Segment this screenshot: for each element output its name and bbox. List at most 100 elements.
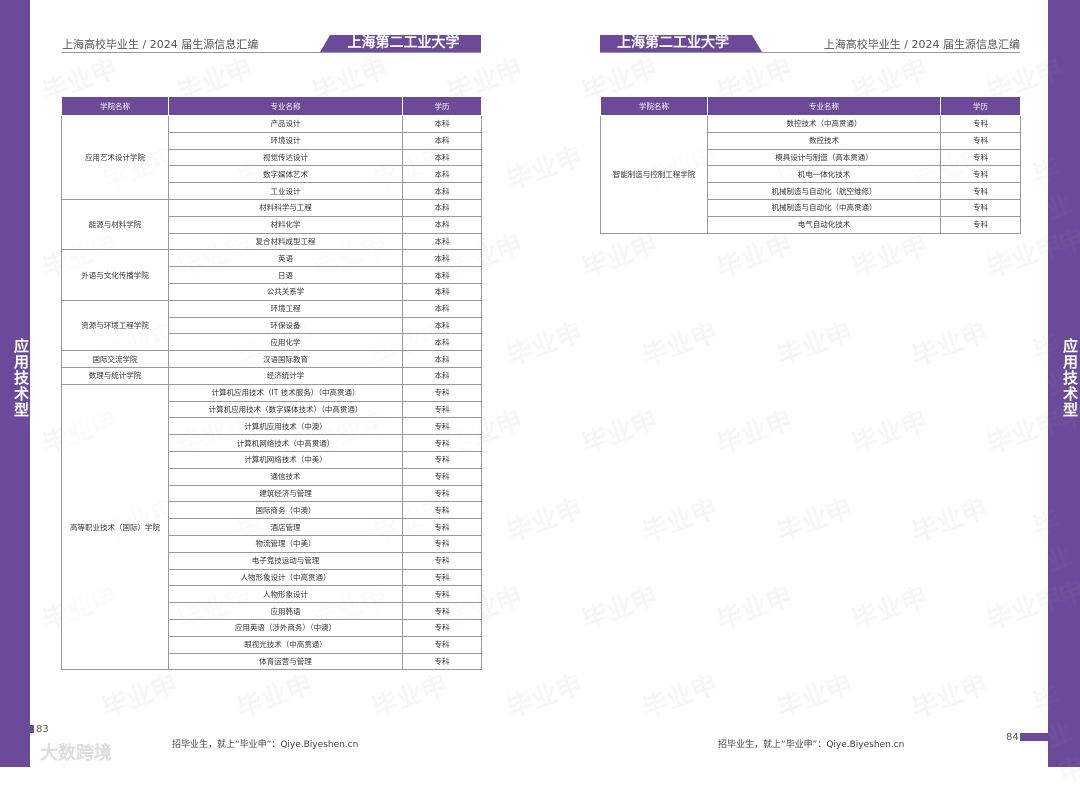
table-row: 眼视光技术（中高贯通） 专科	[62, 635, 482, 654]
left-majors-table: 学院名称 专业名称 学历 应用艺术设计学院 产品设计 本科 环境设计 本科 视觉传达设计本…	[61, 96, 482, 671]
degree: 专科	[402, 450, 482, 469]
header-major: 专业名称	[707, 96, 941, 116]
degree: 专科	[940, 198, 1021, 217]
major-name: 环境工程	[168, 299, 403, 318]
table-row: 资源与环境工程学院 环境工程 本科	[61, 299, 482, 352]
major-name: 计算机网络技术（中美）	[168, 450, 403, 469]
major-name: 计算机应用技术（IT 技术服务）（中高贯通）	[168, 383, 403, 402]
college-name: 外语与文化传播学院	[61, 249, 169, 301]
table-row: 能源与材料学院 材料科学与工程 本科	[61, 198, 482, 251]
degree: 专科	[940, 215, 1021, 234]
divider	[600, 52, 1020, 53]
table-row: 环境设计 本科	[62, 131, 482, 150]
header-college: 学院名称	[61, 96, 169, 116]
right-sidebar: 应用技术型	[1048, 0, 1080, 767]
major-name: 通信技术	[168, 467, 403, 486]
degree: 专科	[402, 652, 482, 671]
major-name: 环保设备	[168, 316, 403, 335]
major-name: 汉语国际教育	[168, 350, 403, 368]
degree: 本科	[402, 316, 482, 335]
table-row: 应用化学 本科	[62, 333, 482, 352]
left-sidebar: 应用技术型	[0, 0, 30, 767]
major-name: 应用韩语	[168, 602, 403, 620]
table-row: 工业设计 本科	[62, 182, 482, 200]
corner-logo: 大数跨境	[40, 743, 112, 764]
watermark: 毕业申	[848, 405, 932, 461]
major-name: 机电一体化技术	[707, 165, 941, 184]
major-name: 眼视光技术（中高贯通）	[168, 635, 403, 654]
degree: 本科	[402, 282, 482, 301]
college-name: 数理与统计学院	[61, 366, 169, 385]
major-name: 计算机应用技术（数字媒体技术）（中高贯通）	[168, 400, 403, 419]
degree: 专科	[402, 501, 482, 520]
major-name: 机械制造与自动化（中高贯通）	[707, 198, 941, 217]
degree: 本科	[402, 148, 482, 167]
degree: 本科	[402, 115, 482, 133]
major-name: 日语	[168, 266, 403, 284]
college-name: 智能制造与控制工程学院	[600, 115, 708, 234]
major-name: 数字媒体艺术	[168, 165, 403, 184]
table-row: 复合材料成型工程 本科	[62, 232, 482, 251]
degree: 本科	[402, 131, 482, 150]
major-name: 数控技术	[707, 131, 941, 150]
table-row: 材料化学 本科	[62, 215, 482, 234]
major-name: 物流管理（中美）	[168, 534, 403, 553]
degree: 本科	[402, 350, 482, 368]
major-name: 公共关系学	[168, 282, 403, 301]
degree: 专科	[402, 434, 482, 452]
major-name: 应用化学	[168, 333, 403, 352]
college-name: 高等职业技术（国际）学院	[61, 383, 169, 671]
major-name: 材料科学与工程	[168, 198, 403, 217]
header-college: 学院名称	[600, 96, 708, 116]
degree: 本科	[402, 249, 482, 268]
major-name: 酒店管理	[168, 518, 403, 536]
degree: 专科	[940, 182, 1021, 200]
degree: 专科	[402, 551, 482, 570]
major-name: 数控技术（中高贯通）	[707, 115, 941, 133]
major-name: 人物形象设计（中高贯通）	[168, 568, 403, 587]
major-name: 工业设计	[168, 182, 403, 200]
table-row: 计算机应用技术（中澳） 专科	[62, 417, 482, 436]
table-row: 计算机应用技术（数字媒体技术）（中高贯通） 专科	[62, 400, 482, 419]
major-name: 国际商务（中澳）	[168, 501, 403, 520]
watermark: 毕业申	[503, 141, 587, 197]
major-name: 模具设计与制造（高本贯通）	[707, 148, 941, 167]
table-row: 数理与统计学院 经济统计学 本科	[61, 366, 482, 385]
category-label: 应用技术型	[12, 338, 30, 418]
header-degree: 学历	[940, 96, 1021, 116]
major-name: 复合材料成型工程	[168, 232, 403, 251]
table-row: 日语 本科	[62, 266, 482, 284]
college-name: 国际交流学院	[61, 350, 169, 368]
table-row: 人物形象设计 专科	[62, 585, 482, 604]
college-name: 应用艺术设计学院	[61, 115, 169, 200]
major-name: 机械制造与自动化（航空维修）	[707, 182, 941, 200]
footer-slogan: 招毕业生，就上“毕业申”：Qiye.Biyeshen.cn	[172, 740, 359, 750]
watermark: 毕业申	[368, 669, 452, 725]
degree: 专科	[402, 518, 482, 536]
table-row: 智能制造与控制工程学院 数控技术（中高贯通） 专科	[600, 115, 1021, 234]
table-row: 国际商务（中澳） 专科	[62, 501, 482, 520]
right-majors-table: 学院名称 专业名称 学历 智能制造与控制工程学院 数控技术（中高贯通） 专科 数控技术…	[600, 96, 1021, 234]
degree: 本科	[402, 215, 482, 234]
watermark: 毕业申	[578, 581, 662, 637]
major-name: 产品设计	[168, 115, 403, 133]
watermark: 毕业申	[908, 317, 992, 373]
watermark: 毕业申	[848, 581, 932, 637]
major-name: 电子竞技运动与管理	[168, 551, 403, 570]
degree: 专科	[402, 467, 482, 486]
watermark: 毕业申	[638, 669, 722, 725]
degree: 本科	[402, 333, 482, 352]
watermark: 毕业申	[713, 581, 797, 637]
major-name: 经济统计学	[168, 366, 403, 385]
watermark: 毕业申	[773, 317, 857, 373]
major-name: 计算机网络技术（中高贯通）	[168, 434, 403, 452]
major-name: 材料化学	[168, 215, 403, 234]
degree: 本科	[402, 198, 482, 217]
table-row: 国际交流学院 汉语国际教育 本科	[61, 350, 482, 368]
table-row: 数字媒体艺术 本科	[62, 165, 482, 184]
degree: 本科	[402, 232, 482, 251]
major-name: 体育运营与管理	[168, 652, 403, 671]
major-name: 建筑经济与管理	[168, 484, 403, 503]
watermark: 毕业申	[773, 493, 857, 549]
degree: 专科	[940, 165, 1021, 184]
